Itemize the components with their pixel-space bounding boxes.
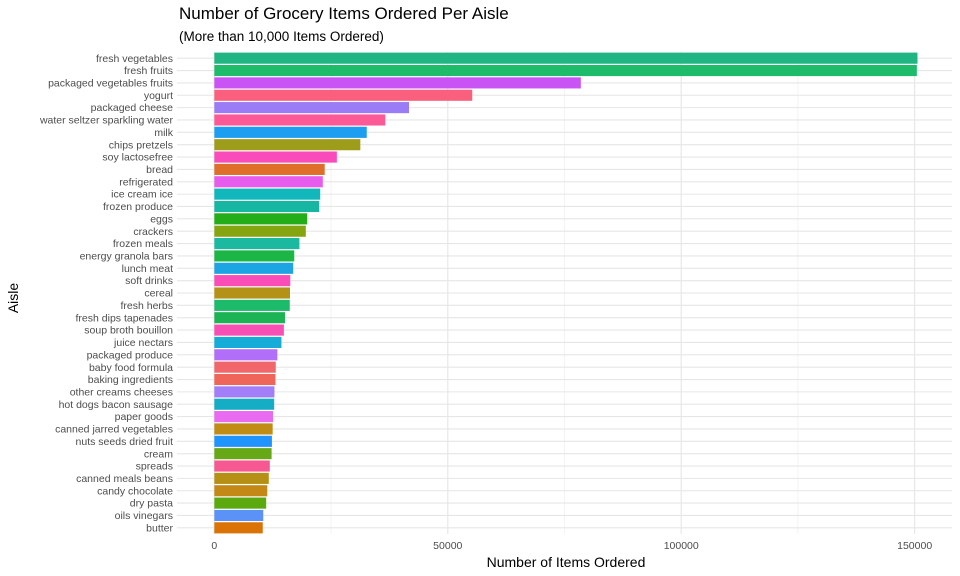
x-tick-label: 50000: [433, 540, 462, 552]
y-tick-label: frozen produce: [103, 201, 173, 213]
y-tick-label: milk: [154, 127, 173, 139]
bars: [214, 52, 918, 534]
y-tick-label: soy lactosefree: [102, 152, 173, 164]
y-tick-label: ice cream ice: [111, 189, 173, 201]
x-tick-label: 0: [211, 540, 217, 552]
bar: [214, 89, 473, 101]
y-tick-label: hot dogs bacon sausage: [59, 399, 174, 411]
bar: [214, 472, 269, 484]
bar: [214, 349, 278, 361]
x-tick-labels: 0 50000 100000 150000: [211, 540, 932, 552]
bar: [214, 238, 300, 250]
y-tick-label: baby food formula: [89, 362, 173, 374]
y-tick-label: packaged produce: [87, 349, 174, 361]
x-axis-title: Number of Items Ordered: [487, 554, 646, 570]
bar: [214, 126, 367, 138]
bar: [214, 52, 918, 64]
y-tick-label: fresh fruits: [124, 65, 173, 77]
y-tick-label: packaged vegetables fruits: [48, 77, 173, 89]
y-tick-label: frozen meals: [113, 238, 173, 250]
y-tick-label: chips pretzels: [109, 139, 173, 151]
bar: [214, 312, 285, 324]
y-tick-label: butter: [146, 522, 173, 534]
y-tick-label: canned meals beans: [76, 473, 173, 485]
y-tick-label: water seltzer sparkling water: [39, 115, 174, 127]
bar: [214, 262, 294, 274]
bar: [214, 213, 308, 225]
bar: [214, 460, 270, 472]
y-tick-label: energy granola bars: [80, 251, 173, 263]
y-tick-label: candy chocolate: [97, 485, 173, 497]
y-tick-label: soft drinks: [125, 275, 173, 287]
y-tick-label: soup broth bouillon: [84, 325, 173, 337]
y-tick-label: fresh dips tapenades: [76, 312, 173, 324]
y-tick-label: juice nectars: [113, 337, 173, 349]
bar: [214, 287, 290, 299]
bar: [214, 139, 361, 151]
bar: [214, 200, 320, 213]
bar: [214, 324, 284, 336]
bar: [214, 509, 264, 522]
bar: [214, 411, 274, 423]
bar: [214, 361, 276, 373]
bar: [214, 373, 276, 386]
y-tick-label: spreads: [136, 461, 173, 473]
y-tick-label: bread: [146, 164, 173, 176]
chart-subtitle: (More than 10,000 Items Ordered): [179, 29, 384, 44]
y-tick-label: other creams cheeses: [70, 386, 173, 398]
y-tick-label: paper goods: [115, 411, 173, 423]
x-tick-label: 100000: [664, 540, 699, 552]
bar: [214, 522, 263, 534]
bar: [214, 336, 282, 348]
bar: [214, 423, 273, 435]
bar: [214, 299, 290, 311]
y-tick-label: canned jarred vegetables: [55, 424, 173, 436]
chart-title: Number of Grocery Items Ordered Per Aisl…: [179, 4, 509, 23]
bar: [214, 485, 268, 497]
bar: [214, 250, 295, 262]
y-tick-label: fresh vegetables: [96, 53, 173, 65]
y-tick-label: refrigerated: [119, 176, 173, 188]
y-axis-title: Aisle: [5, 283, 21, 314]
bar: [214, 398, 275, 410]
y-tick-label: nuts seeds dried fruit: [76, 436, 174, 448]
y-tick-label: crackers: [133, 226, 173, 238]
bar: [214, 64, 917, 77]
bar: [214, 497, 267, 509]
y-tick-label: yogurt: [144, 90, 173, 102]
x-tick-label: 150000: [897, 540, 932, 552]
y-tick-label: lunch meat: [122, 263, 173, 275]
y-tick-label: oils vinegars: [115, 510, 173, 522]
bar: [214, 77, 581, 89]
bar: [214, 151, 337, 163]
y-tick-label: fresh herbs: [120, 300, 173, 312]
bar: [214, 386, 275, 398]
bar: [214, 114, 386, 126]
bar: [214, 176, 323, 188]
bar: [214, 435, 272, 447]
bar: [214, 225, 306, 237]
bar: [214, 102, 410, 114]
bar: [214, 448, 272, 460]
y-tick-label: cream: [144, 448, 173, 460]
y-tick-label: baking ingredients: [88, 374, 173, 386]
bar: [214, 275, 291, 287]
y-tick-label: cereal: [144, 288, 173, 300]
y-tick-label: eggs: [150, 213, 173, 225]
bar: [214, 188, 321, 200]
y-tick-label: packaged cheese: [91, 102, 173, 114]
bar: [214, 163, 325, 175]
y-tick-label: dry pasta: [130, 498, 173, 510]
